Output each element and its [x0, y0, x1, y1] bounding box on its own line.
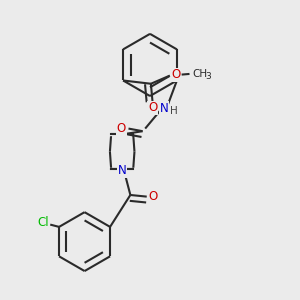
Text: O: O — [117, 122, 126, 135]
Text: CH: CH — [193, 69, 208, 79]
Text: O: O — [148, 101, 157, 114]
Text: Cl: Cl — [37, 217, 49, 230]
Text: O: O — [171, 68, 180, 81]
Text: O: O — [148, 190, 158, 203]
Text: N: N — [160, 102, 168, 115]
Text: N: N — [118, 164, 127, 177]
Text: H: H — [170, 106, 178, 116]
Text: 3: 3 — [205, 72, 211, 81]
